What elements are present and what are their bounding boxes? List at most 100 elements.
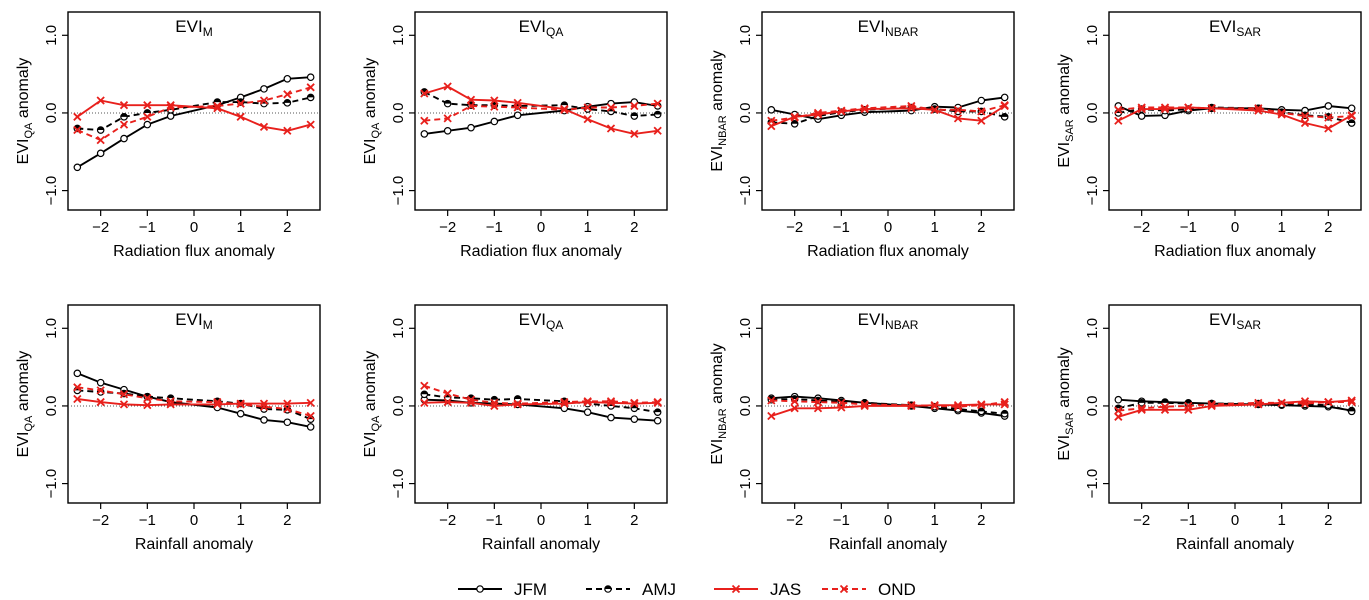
y-axis-label: EVIQA anomaly <box>15 58 35 165</box>
x-tick-label: −2 <box>92 512 109 529</box>
x-tick-label: −1 <box>833 512 850 529</box>
data-point <box>443 397 452 407</box>
series-ond <box>73 83 315 145</box>
plot-frame <box>414 11 668 211</box>
data-point <box>630 415 639 423</box>
series-line <box>1117 106 1353 130</box>
x-tick-label: −1 <box>1180 512 1197 529</box>
y-axis: −1.0 0.0 1.0 <box>43 25 68 205</box>
y-tick-label: 0.0 <box>1084 396 1101 417</box>
y-axis: −1.0 0.0 1.0 <box>390 318 415 498</box>
series-jas <box>73 96 315 135</box>
x-tick-label: −2 <box>786 219 803 236</box>
data-point <box>306 73 315 82</box>
data-point <box>1347 104 1356 113</box>
data-point <box>813 110 823 119</box>
data-point <box>1000 409 1009 418</box>
series-line <box>771 403 1005 417</box>
series-ond <box>767 101 1009 125</box>
y-axis-label: EVINBAR anomaly <box>709 50 729 171</box>
data-point <box>420 116 429 125</box>
y-axis-label: EVIQA anomaly <box>15 351 35 458</box>
data-point <box>420 398 429 407</box>
x-axis-label: Rainfall anomaly <box>482 536 600 553</box>
data-point <box>96 397 105 407</box>
series-ond <box>420 381 662 408</box>
data-point <box>143 120 152 129</box>
y-tick-label: −1.0 <box>390 176 407 206</box>
data-point <box>653 99 662 108</box>
chart-panel-4: −2 −1 0 1 2 −1.0 0.0 1.0 Radiation flux anomaly E… <box>1056 11 1362 260</box>
legend-marker <box>839 584 849 594</box>
y-tick-label: 1.0 <box>390 318 407 339</box>
x-tick-label: −2 <box>439 219 456 236</box>
series-ond <box>767 396 1009 411</box>
y-axis-label: EVIQA anomaly <box>362 351 382 458</box>
data-point <box>513 103 522 112</box>
series-line <box>77 386 311 417</box>
x-tick-label: −2 <box>1133 219 1150 236</box>
series-line <box>423 91 658 117</box>
data-point <box>96 135 105 145</box>
data-point <box>259 122 269 132</box>
data-point <box>1324 113 1333 122</box>
data-point <box>907 101 916 111</box>
x-tick-label: 0 <box>884 512 892 529</box>
data-point <box>630 398 639 407</box>
x-tick-label: 2 <box>977 219 985 236</box>
y-tick-label: 1.0 <box>737 318 754 339</box>
y-axis-label: EVISAR anomaly <box>1056 347 1076 460</box>
x-axis: −2 −1 0 1 2 <box>1133 210 1333 236</box>
data-point <box>560 397 569 407</box>
y-tick-label: −1.0 <box>1084 176 1101 206</box>
data-point <box>513 399 522 408</box>
y-tick-label: 0.0 <box>43 103 60 124</box>
data-point <box>1137 404 1146 413</box>
data-point <box>1347 119 1356 127</box>
data-point <box>96 96 105 105</box>
x-tick-label: 1 <box>930 219 938 236</box>
x-tick-label: −2 <box>1133 512 1150 529</box>
data-point <box>1184 401 1193 411</box>
data-point <box>283 126 292 135</box>
panel-grid: −2 −1 0 1 2 −1.0 0.0 1.0 Radiation flux anomaly E… <box>15 11 1362 553</box>
x-tick-label: 1 <box>583 219 591 236</box>
x-axis-label: Rainfall anomaly <box>829 536 947 553</box>
series-jfm <box>73 369 315 431</box>
data-point <box>119 400 129 409</box>
data-point <box>1000 113 1009 121</box>
panel-title: EVIQA <box>519 310 564 332</box>
x-axis-label: Rainfall anomaly <box>1176 536 1294 553</box>
data-point <box>907 401 916 410</box>
data-point <box>583 408 592 416</box>
x-tick-label: 0 <box>537 512 545 529</box>
data-point <box>443 127 452 135</box>
y-tick-label: 1.0 <box>43 25 60 46</box>
panel-title: EVIQA <box>519 17 564 39</box>
x-axis: −2 −1 0 1 2 <box>786 210 986 236</box>
x-axis-label: Radiation flux anomaly <box>1154 243 1316 260</box>
legend-item-jfm: JFM <box>458 580 547 599</box>
data-point <box>467 123 475 132</box>
legend-marker <box>476 585 484 593</box>
data-point <box>860 400 869 409</box>
data-point <box>513 395 522 403</box>
series-line <box>76 86 311 142</box>
data-point <box>259 96 269 105</box>
data-point <box>1254 398 1263 407</box>
chart-panel-7: −2 −1 0 1 2 −1.0 0.0 1.0 Rainfall anomaly EVINBAR… <box>709 304 1015 553</box>
chart-panel-8: −2 −1 0 1 2 −1.0 0.0 1.0 Rainfall anomaly EVISAR … <box>1056 304 1362 553</box>
data-point <box>583 115 592 124</box>
data-point <box>73 383 82 392</box>
x-tick-label: 2 <box>1324 219 1332 236</box>
legend-label: JFM <box>514 580 547 599</box>
data-point <box>466 95 476 104</box>
panel-title: EVIM <box>175 310 212 332</box>
data-point <box>119 390 129 399</box>
y-axis: −1.0 0.0 1.0 <box>1084 318 1109 498</box>
x-tick-label: 0 <box>1231 219 1239 236</box>
data-point <box>1300 118 1310 128</box>
data-point <box>96 386 105 395</box>
y-axis: −1.0 0.0 1.0 <box>390 25 415 206</box>
x-tick-label: 2 <box>630 512 638 529</box>
